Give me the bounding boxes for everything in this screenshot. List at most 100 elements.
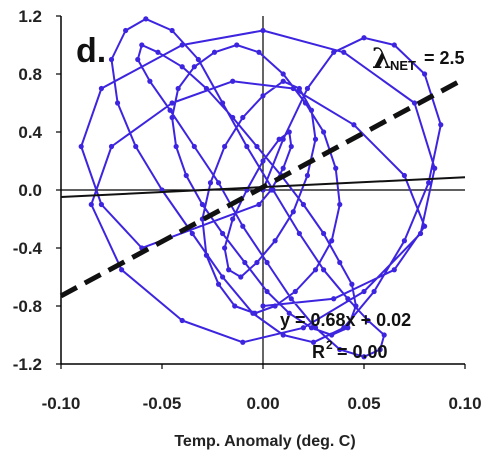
data-point — [345, 296, 351, 302]
data-point — [234, 42, 240, 48]
data-point — [337, 201, 343, 208]
data-point — [254, 143, 260, 150]
data-point — [321, 129, 327, 135]
data-point — [290, 85, 296, 92]
data-point — [254, 259, 260, 266]
r-squared: R 2 = 0.00 — [312, 338, 388, 362]
data-point — [321, 267, 327, 273]
data-point — [119, 267, 125, 273]
data-point — [203, 85, 210, 92]
data-point — [108, 56, 115, 63]
data-point — [98, 201, 104, 208]
data-point — [230, 216, 236, 222]
data-point — [133, 143, 139, 150]
data-point — [337, 346, 343, 353]
data-point — [199, 201, 205, 208]
data-point — [432, 165, 438, 171]
data-point — [333, 165, 339, 171]
x-tick-label: -0.05 — [143, 394, 182, 413]
tick-labels: 1.2 0.8 0.4 0.0 -0.4 -0.8 -1.2 -0.10 -0.05 0.00 0.… — [13, 7, 482, 413]
data-point — [203, 252, 210, 258]
data-point — [411, 100, 418, 106]
data-point — [349, 281, 355, 287]
data-point — [381, 332, 387, 338]
data-point — [238, 274, 244, 280]
data-point — [222, 245, 228, 251]
data-point — [179, 317, 185, 324]
x-axis-title: Temp. Anomaly (deg. C) — [174, 433, 355, 450]
y-tick-label: 0.8 — [18, 65, 42, 84]
data-point — [292, 288, 298, 295]
data-point — [329, 332, 335, 338]
data-point — [321, 230, 327, 237]
data-point — [353, 303, 359, 309]
data-point — [147, 78, 153, 84]
data-point — [337, 259, 343, 266]
data-point — [179, 42, 185, 48]
data-point — [401, 172, 407, 179]
data-point — [310, 339, 317, 345]
data-point — [244, 143, 250, 150]
y-tick-label: -1.2 — [13, 355, 42, 374]
data-point — [220, 274, 226, 280]
data-point — [135, 56, 141, 63]
data-point — [312, 267, 319, 273]
lambda-value: = 2.5 — [424, 48, 465, 68]
data-point — [211, 49, 218, 55]
data-point — [391, 267, 397, 273]
data-point — [260, 27, 266, 34]
data-point — [377, 346, 383, 353]
data-point — [256, 201, 262, 208]
data-point — [191, 64, 197, 70]
data-point — [304, 85, 311, 92]
data-point — [276, 136, 282, 142]
data-point — [417, 230, 424, 237]
data-point — [300, 325, 306, 331]
data-point — [220, 100, 226, 106]
data-point — [272, 238, 278, 244]
data-point — [341, 49, 347, 55]
data-point — [230, 114, 236, 121]
data-point — [302, 100, 309, 106]
data-point — [167, 107, 173, 113]
y-tick-label: 0.4 — [18, 123, 42, 142]
data-point — [189, 230, 195, 237]
data-point — [222, 143, 228, 150]
x-tick-label: 0.10 — [448, 394, 481, 413]
data-point — [268, 187, 274, 193]
data-point — [422, 71, 428, 77]
data-point — [252, 310, 258, 316]
data-point — [220, 230, 226, 237]
data-point — [331, 296, 337, 302]
data-point — [169, 100, 175, 106]
data-point — [288, 296, 294, 302]
data-point — [288, 143, 294, 150]
data-point — [215, 180, 222, 186]
data-point — [280, 71, 286, 77]
data-point — [195, 56, 201, 63]
data-point — [438, 122, 444, 128]
data-point — [361, 288, 367, 295]
data-point — [308, 325, 315, 331]
data-point — [264, 259, 270, 266]
x-tick-label: 0.05 — [347, 394, 380, 413]
data-point — [78, 143, 84, 150]
lambda-subscript: NET — [390, 58, 416, 73]
r2-prefix: R — [312, 342, 325, 362]
data-point — [280, 136, 286, 142]
data-point — [280, 165, 286, 171]
data-point — [155, 49, 161, 55]
data-point — [88, 201, 94, 208]
data-point — [422, 223, 428, 229]
data-point — [169, 114, 175, 121]
data-point — [230, 78, 236, 84]
data-point — [108, 143, 115, 150]
data-point — [260, 303, 266, 309]
data-point — [143, 16, 149, 22]
data-point — [312, 325, 319, 331]
data-point — [173, 143, 179, 150]
data-point — [260, 93, 266, 99]
data-point — [179, 64, 185, 70]
y-tick-label: -0.8 — [13, 297, 42, 316]
y-tick-label: 0.0 — [18, 181, 42, 200]
